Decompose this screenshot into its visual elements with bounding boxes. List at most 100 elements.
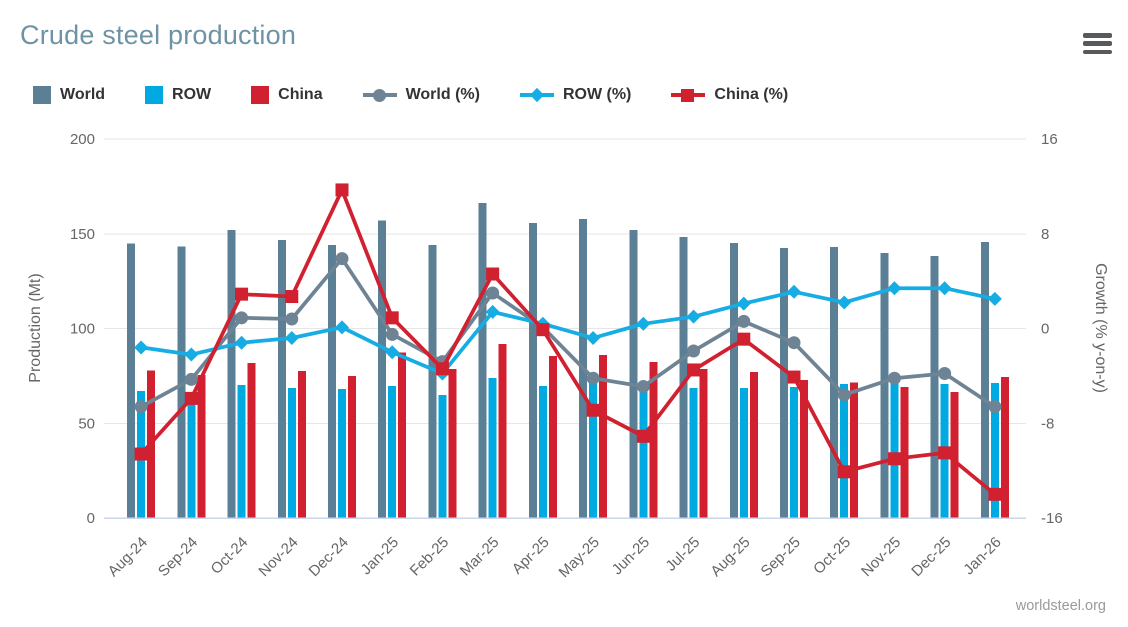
bar-world-sep-25[interactable] — [780, 247, 788, 518]
bar-world-jun-25[interactable] — [629, 229, 638, 518]
point-world-oct-25[interactable] — [837, 388, 851, 402]
point-world-dec-24[interactable] — [335, 252, 349, 266]
point-row-oct-24[interactable] — [234, 335, 249, 350]
point-row-aug-24[interactable] — [134, 340, 149, 355]
bar-row-sep-25[interactable] — [790, 387, 798, 518]
bar-world-jul-25[interactable] — [679, 236, 688, 518]
point-row-jul-25[interactable] — [686, 309, 701, 324]
bar-china-jan-26[interactable] — [1000, 377, 1009, 518]
point-china-may-25[interactable] — [586, 403, 600, 417]
bar-row-dec-24[interactable] — [338, 389, 346, 518]
bar-world-nov-24[interactable] — [277, 239, 286, 518]
point-world-jan-25[interactable] — [385, 327, 399, 341]
bar-world-dec-24[interactable] — [328, 244, 336, 519]
bar-china-jul-25[interactable] — [699, 369, 708, 518]
bar-china-jun-25[interactable] — [649, 362, 658, 518]
bar-world-aug-25[interactable] — [729, 243, 738, 518]
bar-row-nov-24[interactable] — [287, 388, 296, 518]
point-row-nov-25[interactable] — [887, 281, 902, 296]
bar-china-dec-25[interactable] — [950, 391, 959, 518]
point-row-sep-25[interactable] — [787, 284, 801, 299]
legend-item-china[interactable]: China — [251, 86, 323, 104]
point-world-may-25[interactable] — [586, 371, 600, 385]
point-world-aug-24[interactable] — [134, 400, 148, 414]
point-row-jan-25[interactable] — [385, 345, 400, 360]
bar-china-feb-25[interactable] — [448, 369, 457, 518]
bar-row-apr-25[interactable] — [538, 385, 547, 518]
point-row-may-25[interactable] — [586, 330, 601, 345]
bar-china-nov-24[interactable] — [297, 370, 306, 518]
legend-item-china[interactable]: China (%) — [671, 86, 788, 104]
bar-china-jan-25[interactable] — [398, 352, 407, 518]
bar-row-may-25[interactable] — [589, 381, 598, 518]
point-china-nov-24[interactable] — [285, 290, 299, 304]
bar-row-oct-24[interactable] — [237, 384, 246, 518]
point-china-oct-24[interactable] — [235, 287, 249, 301]
point-world-mar-25[interactable] — [486, 286, 500, 300]
point-row-jun-25[interactable] — [636, 316, 651, 331]
bar-china-mar-25[interactable] — [498, 344, 507, 518]
point-row-nov-24[interactable] — [284, 330, 299, 345]
point-world-dec-25[interactable] — [938, 367, 952, 381]
bar-china-may-25[interactable] — [599, 355, 608, 518]
legend-item-row[interactable]: ROW — [145, 86, 211, 104]
bar-row-mar-25[interactable] — [488, 377, 497, 518]
bar-world-apr-25[interactable] — [528, 222, 537, 519]
point-china-jul-25[interactable] — [687, 363, 701, 377]
bar-row-jul-25[interactable] — [689, 388, 698, 518]
bar-row-aug-25[interactable] — [739, 388, 748, 518]
bar-world-dec-25[interactable] — [930, 255, 939, 518]
point-world-jan-26[interactable] — [988, 400, 1002, 414]
point-china-nov-25[interactable] — [887, 452, 901, 466]
point-china-sep-25[interactable] — [787, 370, 801, 384]
bar-china-oct-24[interactable] — [247, 362, 256, 518]
point-row-aug-25[interactable] — [736, 296, 751, 311]
point-world-jun-25[interactable] — [636, 380, 650, 394]
point-row-jan-26[interactable] — [987, 291, 1002, 306]
bar-row-jan-26[interactable] — [990, 383, 999, 518]
bar-china-dec-24[interactable] — [348, 375, 356, 518]
point-china-sep-24[interactable] — [184, 391, 198, 405]
point-china-jan-25[interactable] — [385, 311, 399, 325]
bar-row-jun-25[interactable] — [639, 391, 648, 518]
point-china-feb-25[interactable] — [435, 362, 449, 376]
point-world-nov-25[interactable] — [887, 371, 901, 385]
point-world-oct-24[interactable] — [235, 311, 249, 325]
hamburger-icon[interactable] — [1083, 33, 1112, 54]
point-world-nov-24[interactable] — [285, 312, 299, 326]
point-china-dec-25[interactable] — [938, 446, 952, 460]
bar-china-apr-25[interactable] — [548, 355, 557, 518]
point-world-sep-24[interactable] — [184, 372, 198, 386]
bar-world-jan-26[interactable] — [980, 242, 989, 518]
legend-item-world[interactable]: World (%) — [362, 86, 480, 104]
bar-row-nov-25[interactable] — [890, 383, 899, 518]
bar-world-sep-24[interactable] — [177, 246, 186, 518]
bar-world-feb-25[interactable] — [428, 244, 437, 519]
point-china-apr-25[interactable] — [536, 323, 550, 337]
bar-row-feb-25[interactable] — [438, 395, 447, 518]
bar-china-sep-24[interactable] — [197, 374, 206, 518]
point-world-jul-25[interactable] — [687, 344, 701, 358]
point-china-aug-24[interactable] — [134, 447, 148, 461]
bar-world-mar-25[interactable] — [478, 203, 487, 518]
point-china-mar-25[interactable] — [486, 267, 500, 281]
point-row-oct-25[interactable] — [837, 295, 852, 310]
point-world-aug-25[interactable] — [737, 314, 751, 328]
bar-world-aug-24[interactable] — [127, 243, 136, 518]
bar-world-oct-24[interactable] — [227, 229, 236, 518]
bar-row-jan-25[interactable] — [388, 385, 397, 518]
bar-world-nov-25[interactable] — [880, 253, 889, 519]
credit-link[interactable]: worldsteel.org — [1015, 598, 1106, 614]
point-row-dec-25[interactable] — [937, 281, 952, 296]
legend-item-row[interactable]: ROW (%) — [519, 86, 631, 104]
bar-china-sep-25[interactable] — [800, 380, 808, 518]
point-row-sep-24[interactable] — [184, 347, 199, 362]
bar-china-nov-25[interactable] — [900, 387, 909, 518]
point-china-jun-25[interactable] — [636, 429, 650, 443]
bar-china-aug-25[interactable] — [749, 372, 758, 518]
point-china-dec-24[interactable] — [335, 183, 349, 197]
bar-row-sep-24[interactable] — [187, 394, 196, 518]
point-china-aug-25[interactable] — [737, 332, 751, 346]
bar-world-jan-25[interactable] — [378, 220, 387, 519]
legend-item-world[interactable]: World — [33, 86, 105, 104]
